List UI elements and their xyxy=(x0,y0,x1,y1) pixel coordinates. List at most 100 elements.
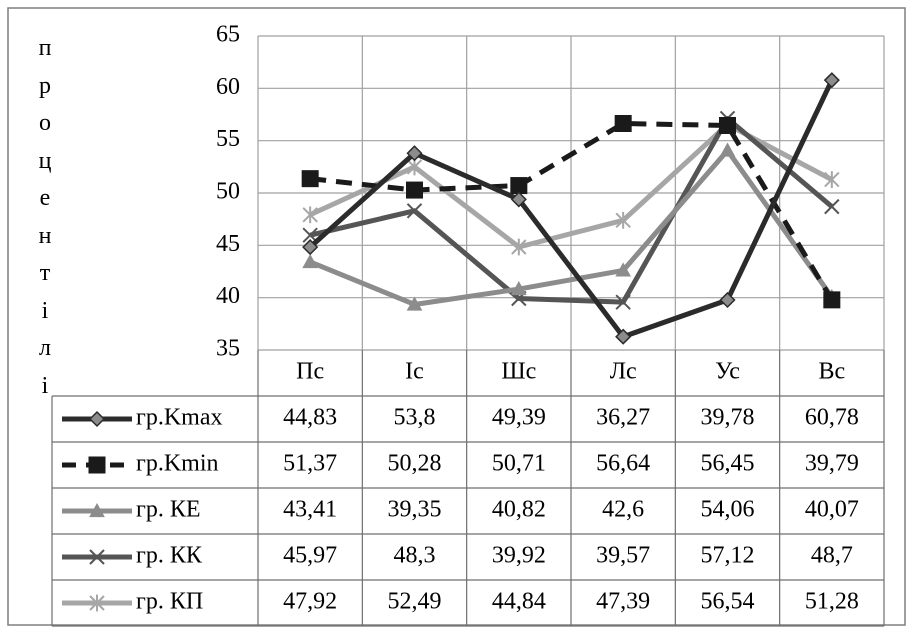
y-tick-label: 35 xyxy=(216,336,240,362)
data-table-value: 44,84 xyxy=(492,589,546,615)
data-point xyxy=(406,158,423,176)
chart-border xyxy=(7,7,906,626)
data-table-value: 39,78 xyxy=(701,405,755,431)
data-table-value: 53,8 xyxy=(394,405,436,431)
data-table-value: 39,92 xyxy=(492,543,546,569)
data-point xyxy=(302,253,319,269)
data-table-value: 52,49 xyxy=(388,589,442,615)
marker-stroke xyxy=(824,198,840,215)
data-point xyxy=(823,291,841,309)
data-table-value: 42,6 xyxy=(602,497,644,523)
data-point xyxy=(511,238,527,256)
data-point xyxy=(89,594,105,612)
data-point xyxy=(719,291,736,309)
data-table-value: 50,71 xyxy=(492,451,546,477)
y-tick-label: 40 xyxy=(216,283,240,309)
data-point xyxy=(824,171,840,189)
x-category-label: Вс xyxy=(818,359,845,385)
data-point xyxy=(614,115,632,133)
data-point xyxy=(615,262,632,277)
y-axis-label-letter: ц xyxy=(38,147,52,174)
x-category-label: Ус xyxy=(715,359,740,385)
y-axis-label-letter: р xyxy=(39,72,51,99)
data-point xyxy=(510,177,528,195)
data-point xyxy=(510,191,527,208)
data-table-value: 50,28 xyxy=(388,451,442,477)
marker-stroke xyxy=(615,294,631,310)
data-point xyxy=(615,211,631,229)
data-table-value: 54,06 xyxy=(701,497,755,523)
data-table-value: 56,54 xyxy=(701,589,755,615)
legend-series-name: гр.Kmax xyxy=(136,405,223,431)
series-line xyxy=(308,79,835,340)
x-category-label: Іс xyxy=(405,359,424,385)
y-tick-label: 60 xyxy=(216,74,240,100)
data-table-value: 45,97 xyxy=(283,543,337,569)
data-table-value: 36,27 xyxy=(596,405,650,431)
data-point xyxy=(88,456,106,474)
x-category-label: Пс xyxy=(296,359,324,385)
legend-series-name: гр. КК xyxy=(136,543,203,569)
marker-stroke xyxy=(302,227,318,243)
y-axis-label-letter: о xyxy=(39,110,51,136)
legend-series-name: гр. КП xyxy=(136,589,203,615)
marker-stroke xyxy=(406,203,423,219)
data-table-value: 56,45 xyxy=(701,451,755,477)
y-tick-label: 65 xyxy=(216,22,240,48)
data-table-value: 60,78 xyxy=(805,405,859,431)
data-point xyxy=(302,206,318,224)
y-axis-label-letter: н xyxy=(38,222,52,249)
data-table-value: 48,3 xyxy=(394,543,436,569)
data-point xyxy=(406,145,423,162)
data-point xyxy=(406,296,423,311)
data-point xyxy=(719,116,736,134)
y-axis-label-letter: і xyxy=(41,372,49,399)
data-point xyxy=(301,170,319,188)
y-axis-label-letter: п xyxy=(38,35,52,61)
data-table-value: 39,79 xyxy=(805,451,859,477)
data-table-value: 57,12 xyxy=(701,543,755,569)
data-table-value: 39,35 xyxy=(388,497,442,523)
data-table-value: 56,64 xyxy=(596,451,650,477)
y-tick-label: 55 xyxy=(216,126,240,152)
legend-series-name: гр.Kmin xyxy=(136,451,219,477)
data-point xyxy=(615,294,631,310)
data-point xyxy=(824,198,840,215)
data-table-value: 51,37 xyxy=(283,451,337,477)
data-point xyxy=(302,239,319,256)
data-table xyxy=(51,350,885,627)
marker-stroke xyxy=(89,549,105,565)
legend-series-name: гр. КЕ xyxy=(136,497,201,523)
series-line xyxy=(309,148,834,307)
y-tick-label: 50 xyxy=(216,179,240,205)
series-line xyxy=(309,115,834,305)
data-point xyxy=(406,203,423,219)
series-line xyxy=(309,121,834,302)
data-table-value: 47,39 xyxy=(596,589,650,615)
data-table-value: 43,41 xyxy=(283,497,337,523)
x-category-label: Лс xyxy=(610,359,637,385)
data-table-value: 40,07 xyxy=(805,497,859,523)
x-category-label: Шс xyxy=(501,359,536,385)
data-point xyxy=(510,281,527,296)
data-point xyxy=(719,142,736,157)
data-table-value: 48,7 xyxy=(811,543,853,569)
y-axis-label-letter: і xyxy=(41,297,49,324)
data-table-value: 51,28 xyxy=(805,589,859,615)
data-point xyxy=(823,72,840,89)
data-table-value: 49,39 xyxy=(492,405,546,431)
y-axis-label-letter: е xyxy=(39,185,51,211)
data-table-value: 44,83 xyxy=(283,405,337,431)
y-axis-label-letter: л xyxy=(39,335,51,361)
data-point xyxy=(89,502,105,518)
data-point xyxy=(406,181,423,199)
data-point xyxy=(89,549,105,565)
data-table-value: 40,82 xyxy=(492,497,546,523)
y-axis-label-letter: т xyxy=(39,260,51,286)
data-table-value: 39,57 xyxy=(596,543,650,569)
data-table-value: 47,92 xyxy=(283,589,337,615)
y-tick-label: 45 xyxy=(216,231,240,257)
